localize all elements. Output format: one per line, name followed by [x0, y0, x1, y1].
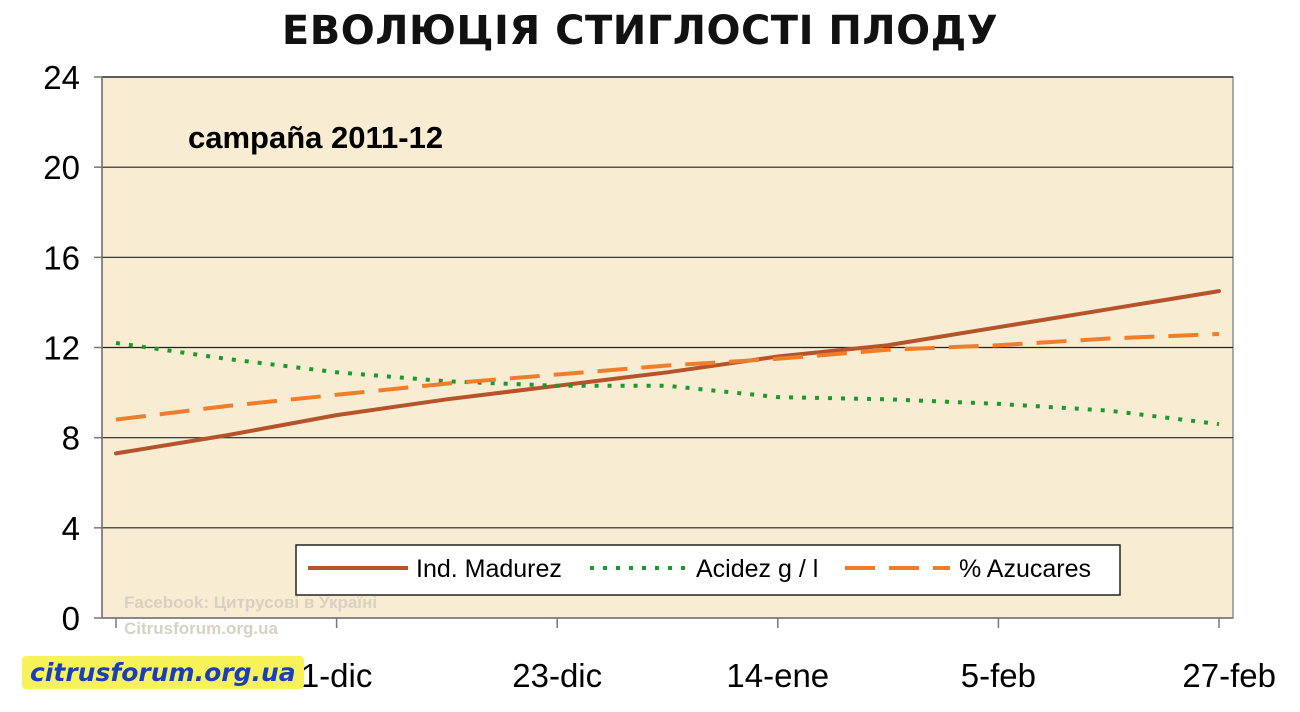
x-tick-label: 27-feb [1182, 657, 1276, 694]
x-tick-label: 1-dic [301, 657, 373, 694]
legend-label-1: Ind. Madurez [416, 555, 562, 583]
y-tick-label: 20 [43, 149, 80, 186]
y-tick-label: 8 [62, 420, 80, 457]
site-watermark-badge: citrusforum.org.ua [22, 656, 304, 689]
series-line-2 [115, 341, 1220, 427]
y-tick-label: 12 [43, 330, 80, 367]
y-tick-label: 4 [62, 510, 80, 547]
y-tick-label: 16 [43, 239, 80, 276]
y-tick-label: 0 [62, 600, 80, 637]
chart-subtitle: campaña 2011-12 [188, 120, 443, 155]
facebook-watermark: Facebook: Цитрусові в Україні [124, 593, 377, 612]
site-watermark-small: Citrusforum.org.ua [124, 619, 278, 638]
x-tick-label: 14-ene [726, 657, 829, 694]
x-tick-label: 23-dic [512, 657, 602, 694]
x-tick-label: 5-feb [961, 657, 1036, 694]
legend-label-3: % Azucares [959, 555, 1091, 583]
series-line-1 [114, 289, 1221, 456]
chart-title: ЕВОЛЮЦІЯ СТИГЛОСТІ ПЛОДУ [281, 8, 999, 54]
series-line-3 [115, 332, 1220, 422]
y-tick-label: 24 [43, 59, 80, 96]
legend [295, 544, 1121, 596]
legend-label-2: Acidez g / l [696, 555, 818, 583]
